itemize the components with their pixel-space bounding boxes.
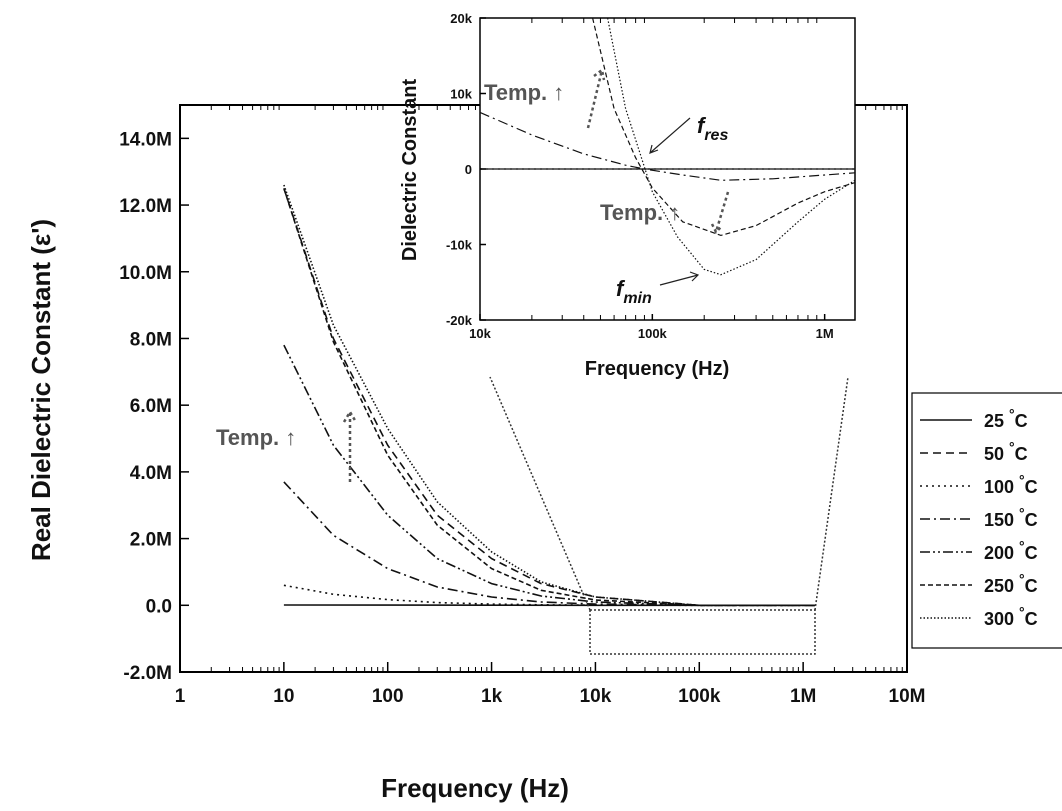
main-x-axis-title: Frequency (Hz) [381, 773, 569, 803]
main-temp-arrow [342, 409, 358, 482]
inset-y-axis-title: Dielectric Constant [399, 79, 421, 262]
inset-temp-lower-arrow [710, 191, 730, 235]
zoom-line-right [814, 376, 849, 611]
legend-label-250-c: 250 °C [984, 571, 1038, 596]
main-y-tick-label: 8.0M [130, 329, 172, 350]
main-y-axis-title: Real Dielectric Constant (ε') [26, 219, 56, 561]
main-y-tick-label: 0.0 [146, 596, 172, 617]
inset-x-tick-label: 100k [638, 326, 668, 341]
inset-series-150-c [479, 111, 856, 181]
inset-y-tick-label: -20k [446, 313, 473, 328]
inset-y-tick-label: -10k [446, 238, 473, 253]
main-x-tick-label: 10M [889, 686, 926, 707]
inset-f-res-arrow [649, 117, 691, 154]
main-y-tick-label: 14.0M [119, 129, 172, 150]
main-x-tick-label: 10 [273, 686, 294, 707]
inset-temp-upper-arrow [586, 67, 606, 129]
legend-label-50-c: 50 °C [984, 439, 1028, 464]
inset-temp-upper: Temp. ↑ [484, 80, 564, 105]
main-series-200-c [283, 344, 815, 607]
main-y-tick-label: 4.0M [130, 463, 172, 484]
inset-f-res-label: fres [697, 113, 728, 144]
inset-x-tick-label: 1M [816, 326, 834, 341]
main-x-tick-label: 100 [372, 686, 404, 707]
main-x-tick-label: 10k [580, 686, 612, 707]
main-series-150-c [283, 481, 815, 607]
inset-f-min-label: fmin [616, 276, 652, 307]
main-x-tick-label: 1 [175, 686, 186, 707]
main-y-tick-label: -2.0M [123, 663, 172, 684]
main-series-250-c [283, 188, 815, 607]
main-series-50-c [283, 188, 815, 607]
inset-y-tick-label: 0 [465, 162, 472, 177]
inset-y-tick-label: 10k [450, 87, 472, 102]
inset-x-tick-label: 10k [469, 326, 491, 341]
legend-box [911, 392, 1062, 649]
inset-x-axis-title: Frequency (Hz) [585, 358, 729, 380]
main-y-tick-label: 10.0M [119, 263, 172, 284]
legend-label-300-c: 300 °C [984, 604, 1038, 629]
legend-label-100-c: 100 °C [984, 472, 1038, 497]
main-y-tick-label: 6.0M [130, 396, 172, 417]
inset-series-300-c [607, 17, 856, 276]
main-x-tick-label: 100k [678, 686, 721, 707]
main-y-tick-label: 2.0M [130, 530, 172, 551]
legend-label-25-c: 25 °C [984, 406, 1028, 431]
legend-label-150-c: 150 °C [984, 505, 1038, 530]
zoom-box [589, 609, 816, 655]
main-x-tick-label: 1k [481, 686, 503, 707]
inset-temp-lower: Temp. ↑ [600, 200, 680, 225]
main-y-tick-label: 12.0M [119, 196, 172, 217]
inset-plot: -20k -10k 0 10k 20k 10k 100k 1M Frequency (Hz)… [399, 11, 856, 380]
main-temp-annotation: Temp. ↑ [216, 425, 296, 450]
main-series-300-c [283, 184, 815, 607]
legend: 25 °C 50 °C 100 °C 150 °C 200 °C 250 °C 300 °C [911, 392, 1062, 649]
legend-label-200-c: 200 °C [984, 538, 1038, 563]
inset-f-min-arrow [659, 271, 700, 286]
main-x-tick-label: 1M [790, 686, 816, 707]
inset-y-tick-label: 20k [450, 11, 472, 26]
